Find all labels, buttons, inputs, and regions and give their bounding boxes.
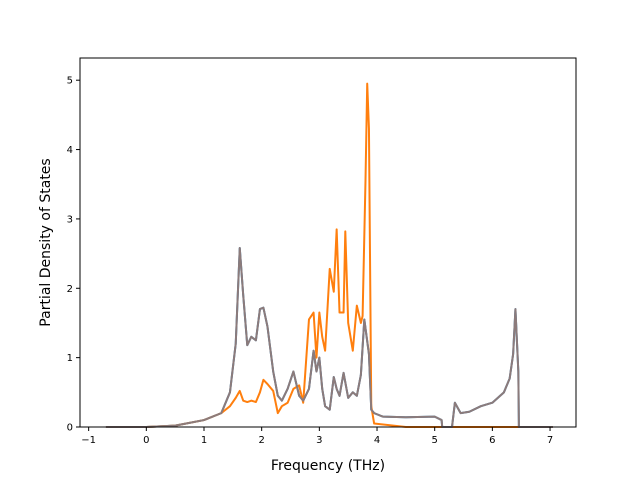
plot-frame <box>79 57 577 428</box>
x-tick-label: 4 <box>374 435 380 446</box>
y-tick-label: 4 <box>67 145 73 156</box>
x-axis-label: Frequency (THz) <box>271 458 385 474</box>
x-tick-label: 2 <box>258 435 264 446</box>
x-tick-label: −1 <box>81 435 96 446</box>
x-tick-label: 0 <box>143 435 149 446</box>
y-tick-label: 0 <box>67 423 73 434</box>
y-tick-label: 5 <box>67 76 73 87</box>
series-group <box>105 82 553 428</box>
x-tick-label: 6 <box>489 435 495 446</box>
y-tick-label: 1 <box>67 353 73 364</box>
series-line-3 <box>105 247 553 428</box>
x-tick-label: 3 <box>316 435 322 446</box>
x-tick-label: 5 <box>432 435 438 446</box>
x-tick-label: 7 <box>547 435 553 446</box>
series-line-2 <box>105 82 553 428</box>
y-tick-label: 2 <box>67 284 73 295</box>
y-axis-label: Partial Density of States <box>38 158 54 326</box>
y-tick-label: 3 <box>67 214 73 225</box>
x-tick-label: 1 <box>201 435 207 446</box>
